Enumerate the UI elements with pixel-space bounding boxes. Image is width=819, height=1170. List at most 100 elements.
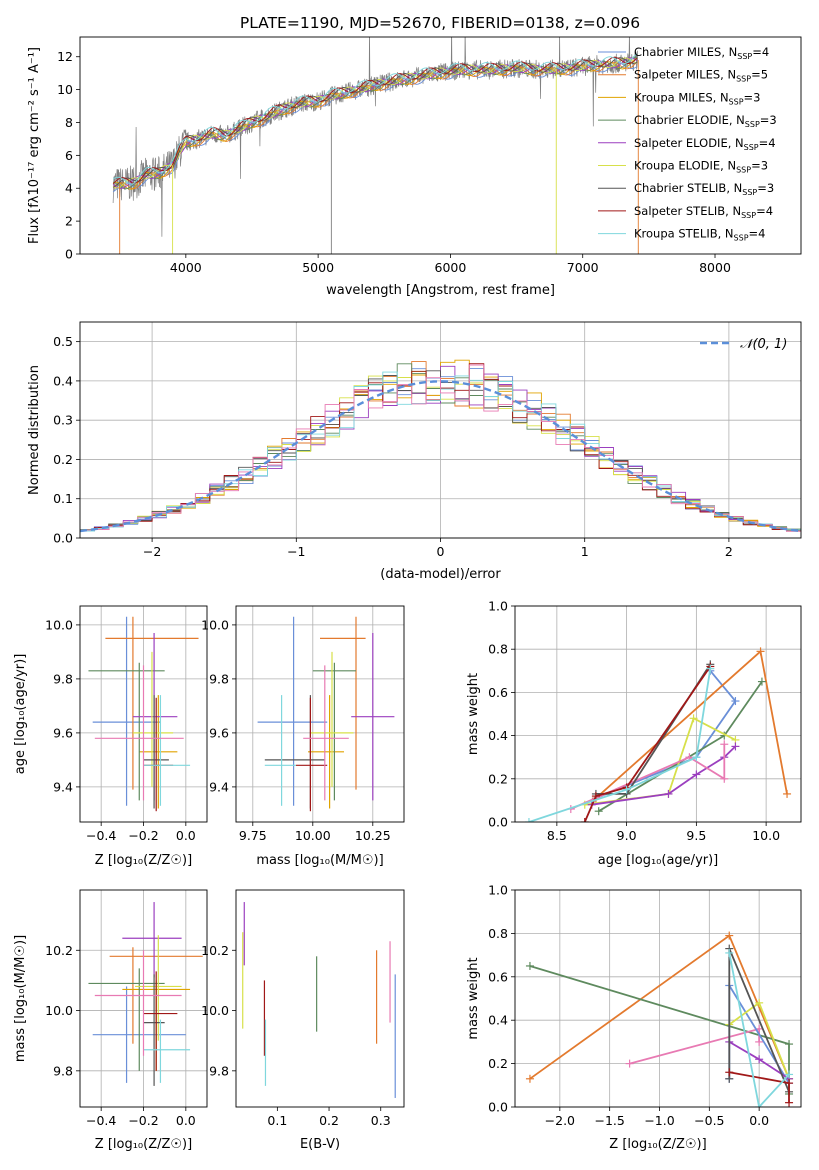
model-spectrum-salpeter_elodie	[112, 57, 638, 189]
mass-weight-vs-age-panel: 8.5 9.0 9.5 10.0 0.0 0.2 0.4 0.6 0.8 1.0 age [log₁…	[466, 599, 802, 868]
model-spectrum-salpeter_stelib	[112, 56, 638, 185]
x-tick-label: 1	[581, 544, 589, 559]
legend-subscript: SSP	[744, 143, 759, 152]
model-spectrum-kroupa_stelib	[112, 53, 638, 185]
y-axis-label: age [log₁₀(age/yr)]	[13, 654, 28, 775]
y-tick-label: 0.1	[53, 491, 73, 506]
weight-line-kroupa_elodie	[584, 717, 736, 806]
legend-subscript: SSP	[736, 75, 751, 84]
y-tick-label: 6	[65, 148, 73, 163]
y-axis-label: Flux [fλ10⁻¹⁷ erg cm⁻² s⁻¹ A⁻¹]	[27, 47, 42, 244]
y-tick-label: 9.8	[209, 1063, 229, 1078]
axes: −2 −1 0 1 2 0.0 0.1 0.2 0.3 0.4 0.5	[53, 322, 801, 559]
normal-distribution-curve	[80, 380, 801, 533]
residuals-panel: −2 −1 0 1 2 0.0 0.1 0.2 0.3 0.4 0.5 (data-model)/er…	[27, 321, 802, 582]
y-tick-label: 0.8	[488, 642, 508, 657]
axes-frame	[235, 889, 405, 1108]
plot-area	[80, 359, 801, 533]
x-tick-label: 5000	[302, 260, 334, 275]
axes-frame	[79, 605, 208, 823]
legend-label: Kroupa STELIB, NSSP=4	[634, 227, 765, 243]
legend-text: Kroupa MILES, N	[634, 90, 729, 104]
x-axis-label: Z [log₁₀(Z/Z☉)]	[609, 1137, 706, 1152]
x-tick-label: 9.5	[686, 828, 706, 843]
x-axis-label: (data-model)/error	[380, 567, 501, 582]
legend-value: =4	[752, 45, 769, 59]
mass-weight-vs-metallicity-panel: −2.0 −1.5 −1.0 −0.5 0.0 0.0 0.2 0.4 0.6 0.8 1.0 Z […	[466, 883, 802, 1152]
legend-label: Salpeter MILES, NSSP=5	[634, 68, 768, 84]
legend-subscript: SSP	[729, 97, 744, 106]
x-tick-label: 10.25	[355, 828, 391, 843]
x-tick-label: −1	[287, 544, 305, 559]
y-tick-label: 9.8	[53, 671, 73, 686]
x-tick-label: 0.0	[176, 1113, 196, 1128]
y-tick-label: 0.0	[488, 815, 508, 830]
y-tick-label: 10.0	[201, 1003, 229, 1018]
x-tick-label: 4000	[170, 260, 202, 275]
plot-area	[112, 37, 639, 254]
axes-frame	[514, 605, 802, 823]
age-vs-metallicity-panel: −0.4 −0.2 0.0 9.4 9.6 9.8 10.0 Z [log₁₀(Z/Z☉)] a…	[13, 605, 208, 868]
x-tick-label: 0.2	[319, 1113, 339, 1128]
y-tick-label: 0.8	[488, 926, 508, 941]
plot-area	[524, 647, 792, 822]
y-tick-label: 9.4	[53, 779, 73, 794]
x-axis-label: wavelength [Angstrom, rest frame]	[326, 283, 555, 298]
legend-text: Chabrier ELODIE, N	[634, 113, 745, 127]
spectrum-panel: 4000 5000 6000 7000 8000 0 2 4 6 8 10 12 wavelength …	[27, 36, 802, 298]
legend-text: Salpeter STELIB, N	[634, 204, 741, 218]
y-tick-label: 1.0	[488, 599, 508, 614]
x-tick-label: 7000	[567, 260, 599, 275]
x-tick-label: −0.5	[694, 1113, 724, 1128]
axes: 0.1 0.2 0.3 9.8 10.0 10.2	[201, 943, 391, 1128]
axes-frame	[79, 889, 208, 1108]
legend-subscript: SSP	[736, 166, 751, 175]
y-tick-label: 1.0	[488, 883, 508, 898]
legend-subscript: SSP	[742, 188, 757, 197]
x-tick-label: 9.75	[239, 828, 267, 843]
y-tick-label: 10.2	[201, 943, 229, 958]
y-tick-label: 0.6	[488, 685, 508, 700]
y-tick-label: 12	[57, 49, 73, 64]
x-tick-label: −0.2	[128, 828, 158, 843]
y-tick-label: 0.4	[53, 373, 73, 388]
legend-text: Salpeter MILES, N	[634, 68, 736, 82]
legend-label: Salpeter ELODIE, NSSP=4	[634, 136, 776, 152]
x-tick-label: −1.5	[594, 1113, 624, 1128]
x-axis-label: Z [log₁₀(Z/Z☉)]	[95, 853, 192, 868]
x-tick-label: 10.00	[295, 828, 331, 843]
x-tick-label: 0	[437, 544, 445, 559]
x-tick-label: 0.0	[749, 1113, 769, 1128]
y-tick-label: 0.6	[488, 969, 508, 984]
legend-text: Kroupa ELODIE, N	[634, 159, 736, 173]
x-tick-label: 0.1	[267, 1113, 287, 1128]
y-tick-label: 0.3	[53, 413, 73, 428]
x-tick-label: 6000	[435, 260, 467, 275]
histogram-pink	[80, 364, 801, 532]
age-vs-mass-panel: 9.75 10.00 10.25 9.4 9.6 9.8 10.0 mass [log₁₀(M…	[201, 605, 405, 868]
y-tick-label: 0.4	[488, 1013, 508, 1028]
x-axis-label: age [log₁₀(age/yr)]	[598, 853, 719, 868]
y-tick-label: 0.2	[488, 1056, 508, 1071]
y-tick-label: 9.6	[209, 725, 229, 740]
legend-label: Chabrier ELODIE, NSSP=3	[634, 113, 777, 129]
x-axis-label: mass [log₁₀(M/M☉)]	[256, 853, 383, 868]
y-axis-label: mass weight	[466, 673, 481, 755]
y-tick-label: 9.8	[209, 671, 229, 686]
y-tick-label: 0.4	[488, 728, 508, 743]
axes: −2.0 −1.5 −1.0 −0.5 0.0 0.0 0.2 0.4 0.6 0.8 1.0	[488, 883, 801, 1128]
figure-title: PLATE=1190, MJD=52670, FIBERID=0138, z=0…	[240, 14, 640, 32]
y-tick-label: 10	[57, 82, 73, 97]
weight-line-salpeter_stelib	[583, 665, 712, 822]
legend-value: =4	[749, 227, 766, 241]
y-tick-label: 10.0	[201, 617, 229, 632]
legend-value: =4	[759, 136, 776, 150]
model-spectrum-chabrier_elodie	[112, 57, 638, 190]
model-spectrum-kroupa_elodie	[112, 57, 638, 189]
model-spectrum-kroupa_miles	[112, 57, 638, 190]
x-tick-label: 8000	[699, 260, 731, 275]
y-tick-label: 0.0	[53, 531, 73, 546]
weight-line-kroupa_stelib	[728, 952, 790, 1107]
weight-line-salpeter_elodie	[591, 745, 737, 806]
